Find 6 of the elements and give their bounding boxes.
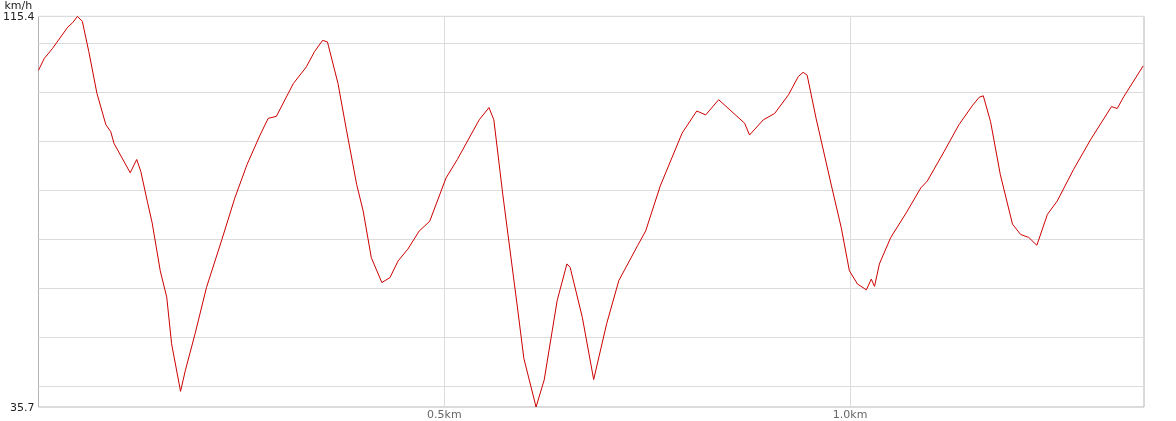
x-tick-label: 0.5km: [427, 408, 462, 421]
x-tick-label: 1.0km: [832, 408, 868, 421]
y-tick-label: 115.4: [2, 9, 35, 23]
line-series: [37, 15, 1144, 408]
y-axis-title: km/h: [4, 0, 33, 12]
y-tick-label: 35.7: [9, 400, 35, 414]
